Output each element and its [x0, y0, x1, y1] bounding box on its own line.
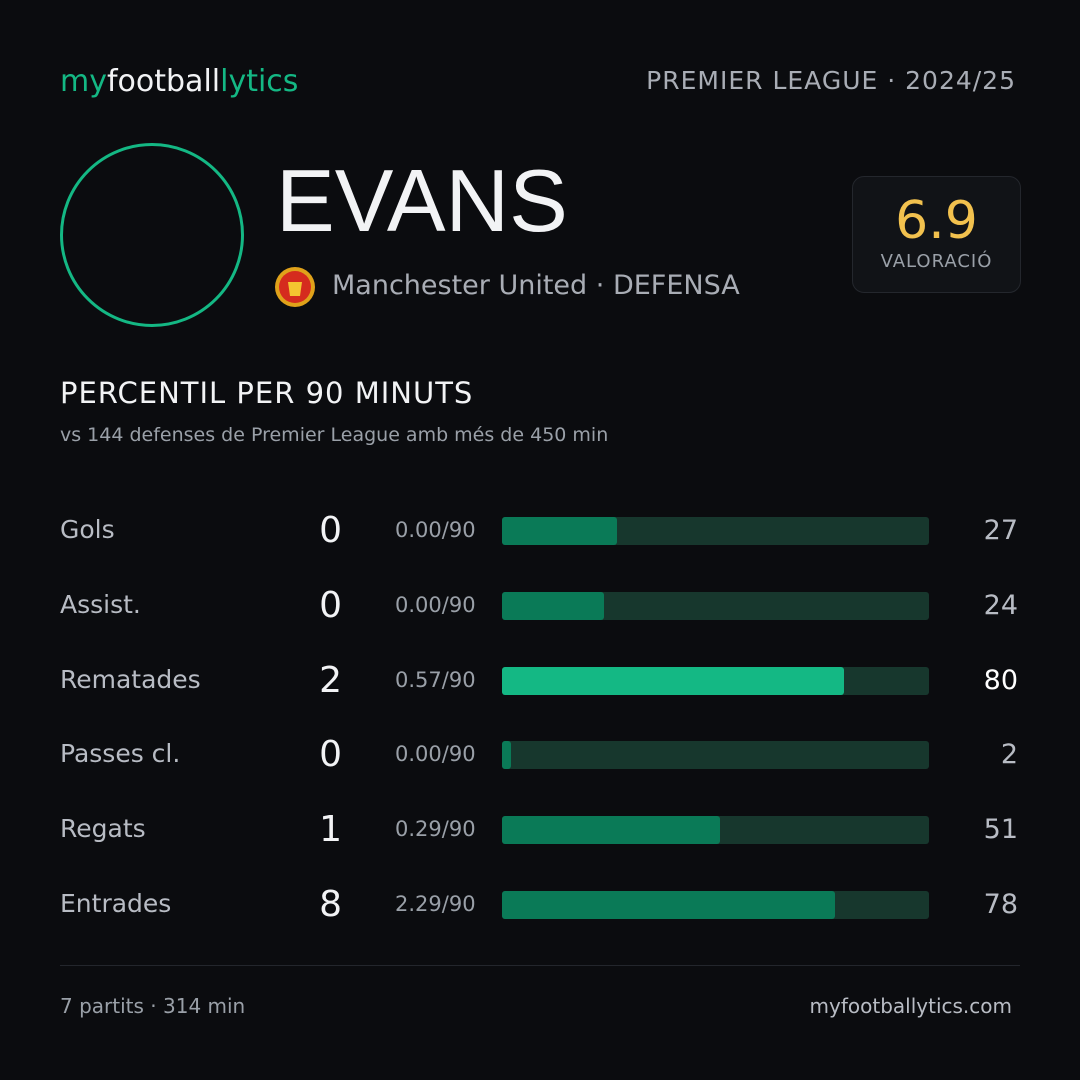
bar — [502, 891, 836, 919]
rating-box: 6.9 VALORACIÓ — [852, 176, 1021, 293]
stat-per90: 2.29/90 — [395, 892, 476, 916]
percentile: 2 — [1000, 739, 1018, 771]
team-line: Manchester United · DEFENSA — [332, 270, 740, 301]
bar — [502, 591, 605, 620]
brand: myfootballlytics — [60, 64, 298, 99]
rating: 6.9 — [895, 191, 978, 251]
stat-per90: 0.29/90 — [395, 817, 476, 842]
brand-part: lytics — [220, 64, 299, 99]
footer-site: myfootballytics.com — [809, 994, 1012, 1018]
stat-per90: 0.00/90 — [395, 742, 476, 767]
position: · DEFENSA — [595, 270, 740, 301]
stat-per90: 0.57/90 — [395, 667, 476, 692]
stat-label: Regats — [60, 814, 146, 844]
avatar-ring — [60, 143, 244, 327]
stat-label: Rematades — [60, 664, 201, 694]
player-name: EVANS — [276, 151, 568, 250]
stat-total: 0 — [319, 584, 342, 626]
bar — [502, 666, 844, 695]
percentile: 27 — [983, 515, 1018, 546]
brand-part: football — [106, 64, 221, 99]
bar — [502, 816, 720, 845]
rating-label: VALORACIÓ — [880, 251, 993, 272]
footer-summary: 7 partits · 314 min — [60, 994, 246, 1018]
section-subtitle: vs 144 defenses de Premier League amb mé… — [60, 424, 609, 446]
team-crest — [275, 267, 315, 307]
stat-per90: 0.00/90 — [395, 518, 476, 542]
section-title: PERCENTIL PER 90 MINUTS — [60, 376, 474, 410]
stat-total: 1 — [319, 809, 342, 851]
divider — [60, 965, 1020, 966]
stat-label: Passes cl. — [60, 739, 181, 769]
competition: PREMIER LEAGUE · 2024/25 — [646, 66, 1016, 95]
stat-total: 2 — [319, 659, 342, 701]
stat-label: Gols — [60, 515, 115, 544]
bar-track — [502, 741, 929, 770]
percentile: 78 — [983, 889, 1018, 920]
stat-label: Entrades — [60, 889, 172, 918]
brand-part: my — [60, 64, 107, 99]
team: Manchester United — [332, 270, 588, 301]
bar — [502, 517, 618, 545]
stat-label: Assist. — [60, 589, 141, 619]
bar — [502, 741, 511, 770]
stat-total: 8 — [319, 884, 342, 925]
percentile: 51 — [983, 814, 1018, 846]
stat-total: 0 — [319, 510, 342, 551]
percentile: 80 — [983, 664, 1018, 696]
stat-total: 0 — [319, 734, 342, 776]
stat-per90: 0.00/90 — [395, 592, 476, 617]
percentile: 24 — [983, 589, 1018, 621]
